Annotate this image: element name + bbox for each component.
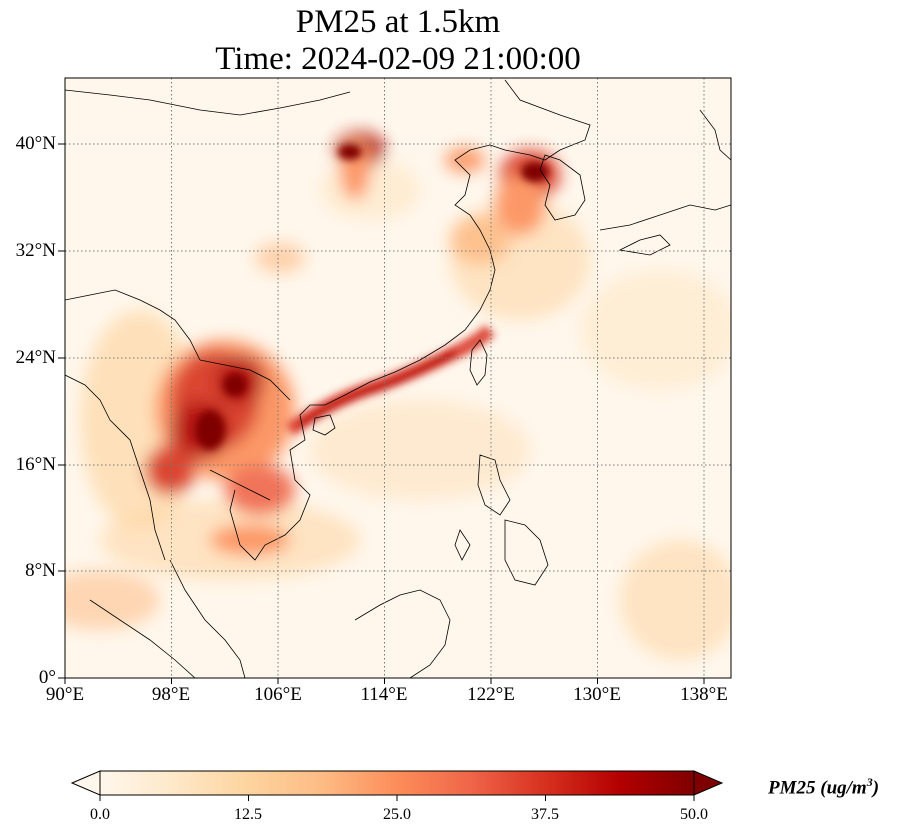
lat-tick-label: 16°N (15, 454, 56, 475)
colorbar-tick-label: 0.0 (90, 806, 110, 823)
lon-tick-label: 90°E (45, 684, 85, 705)
lat-tick-label: 8°N (25, 560, 56, 581)
colorbar-gradient (100, 771, 694, 795)
lon-tick-label: 98°E (151, 684, 191, 705)
lon-tick-label: 114°E (360, 684, 408, 705)
colorbar-tick-label: 50.0 (680, 806, 708, 823)
colorbar-tick-label: 25.0 (383, 806, 411, 823)
map-title-line1: PM25 at 1.5km (295, 4, 501, 40)
colorbar-title-main: PM25 (ug/m (768, 777, 867, 799)
coastlines (65, 79, 731, 678)
lat-tick-label: 24°N (15, 347, 56, 368)
lat-tick-label: 40°N (15, 133, 56, 154)
map-title-line2: Time: 2024-02-09 21:00:00 (215, 41, 581, 77)
colorbar-tick-label: 12.5 (234, 806, 262, 823)
lat-tick-label: 0° (38, 667, 56, 688)
colorbar-tick-label: 37.5 (531, 806, 559, 823)
map-frame (64, 77, 732, 679)
lon-tick-label: 138°E (680, 684, 728, 705)
lat-tick-label: 32°N (15, 240, 56, 261)
colorbar-extend-max (693, 770, 724, 796)
colorbar-title: PM25 (ug/m3) (768, 775, 879, 799)
colorbar-title-end: ) (872, 777, 880, 799)
pm25-field (65, 132, 731, 660)
lon-tick-label: 130°E (573, 684, 621, 705)
colorbar-title-sup: 3 (866, 775, 873, 789)
colorbar-extend-min (70, 770, 101, 796)
axis-ticks (58, 143, 705, 684)
lon-tick-label: 122°E (467, 684, 515, 705)
gridlines (65, 78, 731, 678)
colorbar (70, 770, 724, 801)
lon-tick-label: 106°E (254, 684, 302, 705)
